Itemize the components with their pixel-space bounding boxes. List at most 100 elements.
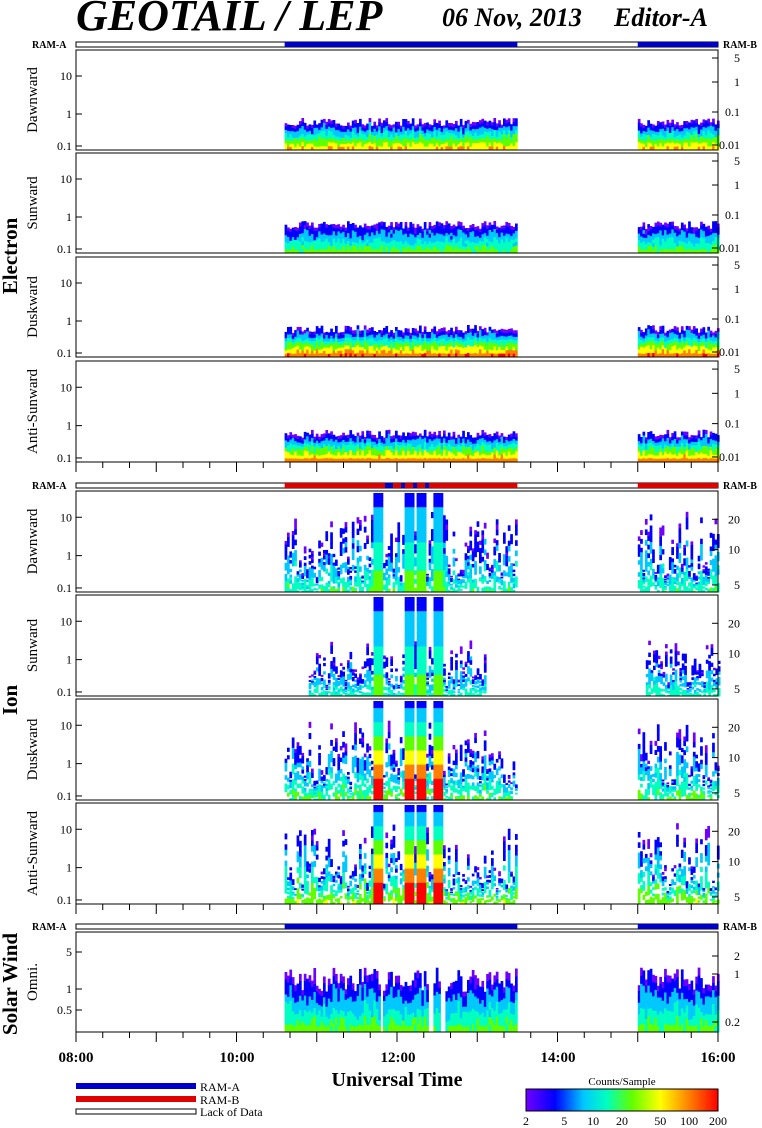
heatmap-cell [488,455,492,459]
heatmap-cell [649,239,653,244]
heatmap-cell [495,435,499,440]
heatmap-cell [296,458,300,463]
heatmap-cell [296,227,300,232]
heatmap-cell [500,242,504,247]
heatmap-cell [685,231,689,235]
heatmap-cell [481,446,485,451]
heatmap-cell [375,440,379,445]
heatmap-cell [351,127,355,133]
heatmap-cell [311,553,314,558]
heatmap-cell [361,233,365,238]
heatmap-cell [704,135,708,140]
heatmap-cell [637,118,641,124]
heatmap-cell [435,143,439,148]
heatmap-cell [692,333,696,339]
heatmap-cell [419,528,422,536]
heatmap-cell [443,331,446,336]
heatmap-cell [462,249,465,254]
heatmap-cell [659,122,662,127]
heatmap-cell [712,118,715,123]
heatmap-cell [351,451,355,456]
heatmap-cell [354,588,357,591]
heatmap-cell [320,341,324,346]
heatmap-cell [373,228,377,233]
heatmap-cell [507,353,511,358]
heatmap-cell [344,445,348,450]
heatmap-cell [351,330,355,335]
heatmap-cell [301,122,305,127]
y-tick-label: 1 [66,314,72,328]
heatmap-cell [354,330,357,334]
heatmap-cell [428,443,432,448]
heatmap-cell [390,449,393,453]
heatmap-cell [661,441,665,446]
heatmap-cell [680,450,684,455]
heatmap-cell [419,134,422,139]
heatmap-cell [344,442,348,446]
heatmap-cell [284,440,288,445]
heatmap-cell [652,448,655,452]
heatmap-cell [637,249,641,254]
heatmap-cell [712,344,715,349]
heatmap-cell [647,231,650,236]
heatmap-cell [407,584,410,593]
heatmap-cell [409,136,413,141]
heatmap-cell [411,231,415,236]
heatmap-cell [435,146,439,151]
heatmap-cell [387,546,391,550]
heatmap-cell [284,235,288,240]
heatmap-cell [714,241,718,246]
heatmap-cell [464,440,468,444]
heatmap-cell [700,126,703,130]
heatmap-cell [337,435,341,440]
heatmap-cell [702,130,706,136]
heatmap-cell [692,124,696,129]
heatmap-cell [289,450,293,455]
heatmap-cell [431,143,434,148]
heatmap-cell [411,458,415,463]
heatmap-cell [373,146,377,151]
heatmap-cell [339,239,343,244]
heatmap-cell [642,446,646,452]
heatmap-cell [479,243,482,248]
heatmap-cell [640,133,643,138]
heatmap-cell [512,446,516,451]
heatmap-cell [344,131,348,136]
heatmap-cell [695,435,698,440]
heatmap-cell [301,443,305,448]
heatmap-cell [296,578,300,581]
heatmap-cell [486,146,489,151]
heatmap-cell [315,131,319,135]
heatmap-cell [440,584,444,593]
heatmap-cell [459,134,463,139]
heatmap-cell [318,245,321,250]
heatmap-cell [325,454,329,459]
heatmap-cell [416,452,420,456]
heatmap-cell [327,122,331,128]
heatmap-cell [512,435,516,440]
heatmap-cell [287,353,290,358]
heatmap-cell [402,347,405,352]
heatmap-cell [457,128,461,133]
heatmap-cell [404,123,408,128]
heatmap-cell [707,122,710,127]
heatmap-cell [450,458,453,463]
heatmap-cell [695,445,698,450]
heatmap-cell [387,453,391,459]
heatmap-cell [327,146,331,151]
heatmap-cell [500,229,504,234]
heatmap-cell [664,143,667,148]
heatmap-cell [664,338,667,343]
heatmap-cell [351,135,355,140]
heatmap-cell [700,139,703,144]
heatmap-cell [445,347,449,352]
heatmap-cell [287,349,290,354]
heatmap-cell [349,430,353,435]
heatmap-cell [479,250,482,254]
heatmap-cell [664,455,667,460]
heatmap-cell [673,458,677,463]
heatmap-cell [486,135,489,140]
heatmap-cell [678,125,682,129]
heatmap-cell [486,448,489,453]
heatmap-cell [291,531,295,536]
